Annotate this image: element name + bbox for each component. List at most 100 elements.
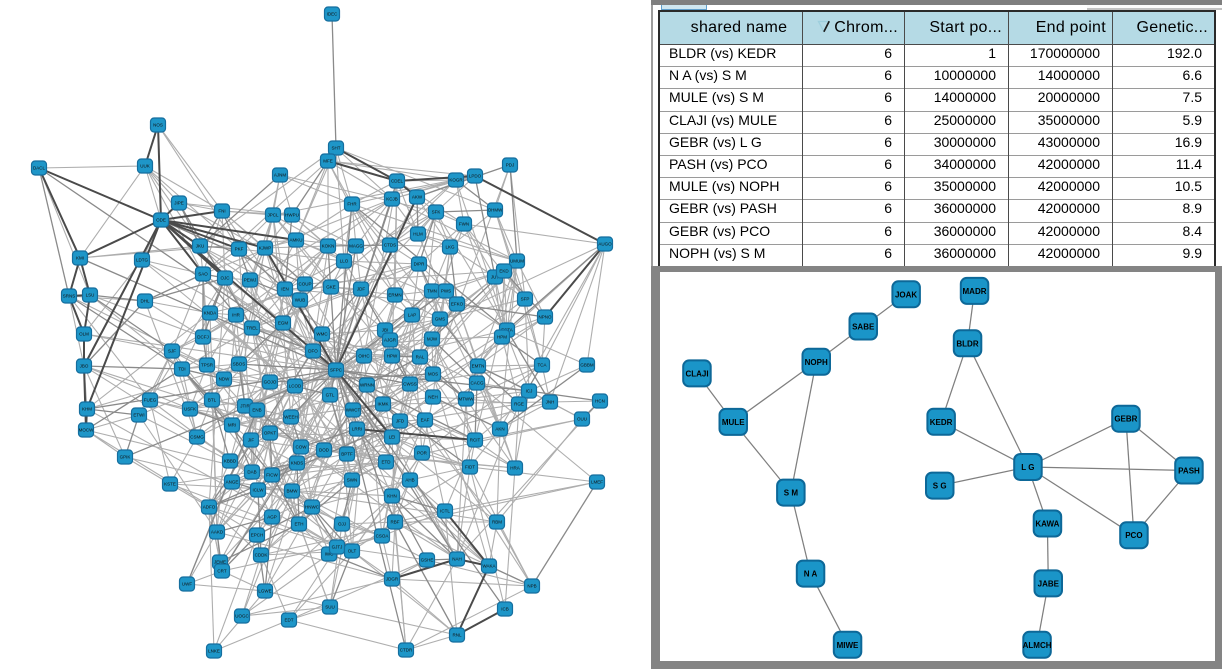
svg-text:WAKA: WAKA bbox=[482, 564, 495, 569]
svg-text:MOS: MOS bbox=[428, 372, 438, 377]
svg-text:GPIK: GPIK bbox=[120, 455, 131, 460]
svg-text:JOAK: JOAK bbox=[895, 290, 917, 299]
svg-text:SUU: SUU bbox=[325, 605, 335, 610]
svg-text:LLO: LLO bbox=[340, 259, 349, 264]
svg-text:GSHE: GSHE bbox=[421, 558, 434, 563]
svg-text:WUB: WUB bbox=[295, 298, 306, 303]
svg-text:AUGO: AUGO bbox=[598, 242, 612, 247]
svg-text:ERMN: ERMN bbox=[388, 293, 401, 298]
svg-text:JNH: JNH bbox=[546, 400, 555, 405]
svg-text:RBM: RBM bbox=[492, 520, 502, 525]
svg-text:TREL: TREL bbox=[246, 326, 258, 331]
svg-text:PKF: PKF bbox=[235, 247, 244, 252]
svg-text:SRNS: SRNS bbox=[63, 294, 76, 299]
svg-text:LRRI: LRRI bbox=[352, 427, 362, 432]
svg-text:OLT: OLT bbox=[348, 549, 357, 554]
svg-text:KHM: KHM bbox=[82, 407, 92, 412]
svg-text:BPTF: BPTF bbox=[341, 452, 353, 457]
svg-text:ICJ: ICJ bbox=[526, 389, 533, 394]
svg-text:DIPR: DIPR bbox=[414, 262, 426, 267]
svg-text:IEN: IEN bbox=[281, 287, 289, 292]
svg-text:NEH: NEH bbox=[428, 395, 438, 400]
svg-text:JIF: JIF bbox=[248, 438, 255, 443]
svg-text:WWCT: WWCT bbox=[346, 408, 361, 413]
svg-text:CTDS: CTDS bbox=[384, 243, 396, 248]
svg-text:MAGG: MAGG bbox=[349, 244, 363, 249]
svg-text:MOCW: MOCW bbox=[79, 428, 94, 433]
svg-text:JTIR: JTIR bbox=[240, 404, 250, 409]
svg-text:ETWI: ETWI bbox=[133, 413, 144, 418]
svg-text:ETH: ETH bbox=[295, 522, 304, 527]
svg-text:L G: L G bbox=[1021, 463, 1034, 472]
svg-text:WEEH: WEEH bbox=[284, 415, 298, 420]
svg-text:UWF: UWF bbox=[182, 582, 192, 587]
svg-text:MULE: MULE bbox=[722, 417, 745, 426]
svg-text:JBO: JBO bbox=[80, 364, 89, 369]
svg-text:KOGR: KOGR bbox=[449, 178, 463, 183]
svg-text:GKE: GKE bbox=[326, 285, 336, 290]
svg-text:FICW: FICW bbox=[266, 473, 278, 478]
svg-text:S M: S M bbox=[784, 488, 799, 497]
svg-text:CSMG: CSMG bbox=[190, 435, 204, 440]
svg-text:AGP: AGP bbox=[267, 515, 277, 520]
svg-text:FWN: FWN bbox=[459, 222, 469, 227]
svg-text:HNWC: HNWC bbox=[305, 505, 320, 510]
svg-text:KNDS: KNDS bbox=[291, 461, 304, 466]
svg-text:NAH: NAH bbox=[452, 557, 462, 562]
svg-text:RCIT: RCIT bbox=[470, 438, 481, 443]
svg-text:ICB: ICB bbox=[501, 607, 509, 612]
svg-text:LAP: LAP bbox=[408, 313, 417, 318]
svg-text:UUK: UUK bbox=[140, 164, 150, 169]
svg-text:LKG: LKG bbox=[445, 245, 455, 250]
svg-text:FHR: FHR bbox=[347, 202, 357, 207]
svg-text:GBBM: GBBM bbox=[580, 363, 594, 368]
svg-text:KCJB: KCJB bbox=[386, 197, 398, 202]
svg-text:KEDR: KEDR bbox=[930, 417, 953, 426]
svg-text:SFK: SFK bbox=[432, 210, 441, 215]
svg-text:ADFO: ADFO bbox=[203, 505, 216, 510]
svg-text:NPNO: NPNO bbox=[538, 315, 552, 320]
svg-text:TDI: TDI bbox=[178, 367, 185, 372]
svg-text:CWSS: CWSS bbox=[403, 382, 417, 387]
svg-text:DACL: DACL bbox=[33, 166, 46, 171]
svg-text:GMS: GMS bbox=[435, 317, 445, 322]
svg-text:TPSR: TPSR bbox=[201, 363, 214, 368]
svg-text:KAWA: KAWA bbox=[1035, 519, 1059, 528]
svg-text:CRT: CRT bbox=[217, 569, 226, 574]
svg-text:NPB: NPB bbox=[527, 584, 536, 589]
svg-text:GEBR: GEBR bbox=[1114, 414, 1137, 423]
svg-text:LGWE: LGWE bbox=[258, 589, 271, 594]
svg-text:KJWP: KJWP bbox=[259, 246, 272, 251]
svg-text:BTL: BTL bbox=[208, 398, 217, 403]
svg-text:DHL: DHL bbox=[140, 299, 149, 304]
svg-text:OHMW: OHMW bbox=[488, 208, 503, 213]
svg-text:LCOD: LCOD bbox=[289, 384, 302, 389]
svg-text:AMKU: AMKU bbox=[289, 238, 302, 243]
svg-text:DCFJ: DCFJ bbox=[197, 335, 209, 340]
svg-text:IDEC: IDEC bbox=[327, 12, 339, 17]
svg-text:JBI: JBI bbox=[382, 328, 389, 333]
svg-text:KBBD: KBBD bbox=[224, 459, 237, 464]
svg-text:CACG: CACG bbox=[470, 381, 484, 386]
svg-text:ENB: ENB bbox=[252, 408, 261, 413]
svg-text:NDW: NDW bbox=[219, 377, 230, 382]
svg-text:SBOS: SBOS bbox=[233, 362, 246, 367]
svg-text:EGM: EGM bbox=[278, 321, 289, 326]
svg-text:USFK: USFK bbox=[184, 407, 196, 412]
svg-text:DFO: DFO bbox=[308, 349, 318, 354]
svg-text:PEWJ: PEWJ bbox=[244, 278, 257, 283]
svg-text:JABE: JABE bbox=[1038, 579, 1060, 588]
svg-text:UMUM: UMUM bbox=[510, 259, 524, 264]
svg-text:CSOA: CSOA bbox=[376, 534, 389, 539]
svg-text:S G: S G bbox=[933, 481, 947, 490]
svg-text:ALMCH: ALMCH bbox=[1023, 640, 1052, 649]
svg-text:COW: COW bbox=[296, 445, 308, 450]
svg-text:WMC: WMC bbox=[316, 332, 328, 337]
svg-text:OPKT: OPKT bbox=[264, 431, 277, 436]
svg-text:CTDR: CTDR bbox=[400, 648, 413, 653]
svg-text:FUEG: FUEG bbox=[144, 398, 157, 403]
svg-text:IWC: IWC bbox=[325, 552, 334, 557]
svg-text:SABE: SABE bbox=[852, 322, 875, 331]
svg-text:HLM: HLM bbox=[413, 232, 423, 237]
svg-text:CLAJI: CLAJI bbox=[685, 369, 708, 378]
